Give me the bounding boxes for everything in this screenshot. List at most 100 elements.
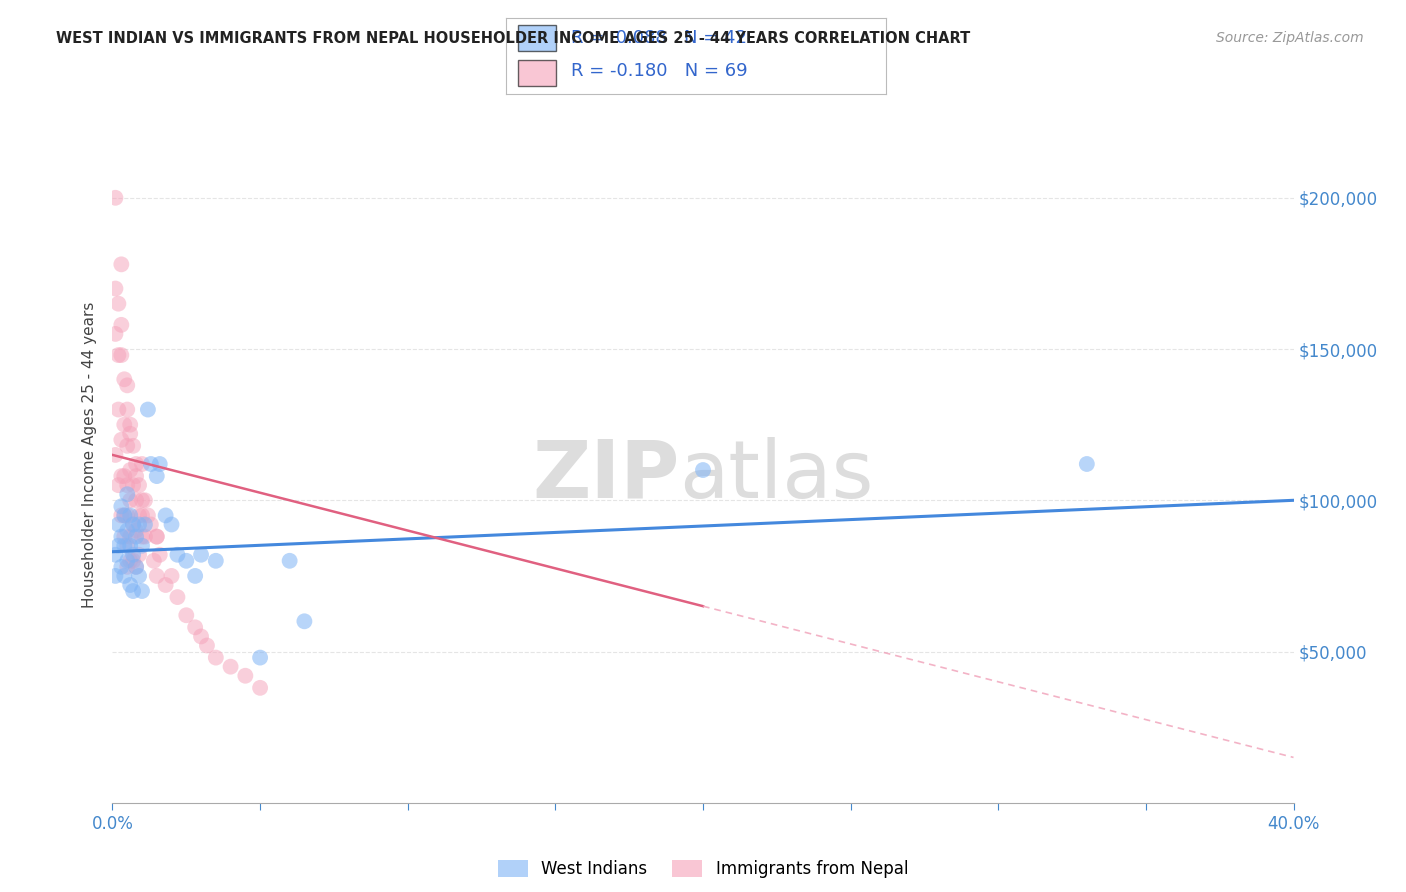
Point xyxy=(166,590,188,604)
Point xyxy=(146,469,169,483)
Point xyxy=(125,559,148,574)
Point xyxy=(117,554,138,568)
Point xyxy=(104,569,127,583)
Point xyxy=(125,524,148,538)
Point xyxy=(110,500,132,514)
Point xyxy=(107,296,129,310)
Point xyxy=(134,517,156,532)
Point xyxy=(117,508,138,523)
Point xyxy=(112,469,135,483)
Point xyxy=(136,402,159,417)
Point xyxy=(122,554,145,568)
Point xyxy=(110,469,132,483)
Point xyxy=(107,348,129,362)
Point xyxy=(120,578,142,592)
Text: R = -0.180   N = 69: R = -0.180 N = 69 xyxy=(571,62,748,80)
Point xyxy=(128,478,150,492)
FancyBboxPatch shape xyxy=(517,60,555,87)
Point xyxy=(122,584,145,599)
Text: WEST INDIAN VS IMMIGRANTS FROM NEPAL HOUSEHOLDER INCOME AGES 25 - 44 YEARS CORRE: WEST INDIAN VS IMMIGRANTS FROM NEPAL HOU… xyxy=(56,31,970,46)
Point xyxy=(128,548,150,562)
Point xyxy=(125,530,148,544)
Point xyxy=(112,530,135,544)
Point xyxy=(160,517,183,532)
Point xyxy=(120,463,142,477)
Point xyxy=(142,554,165,568)
Point xyxy=(128,569,150,583)
Point xyxy=(112,372,135,386)
Point xyxy=(146,530,169,544)
Point xyxy=(112,569,135,583)
Point xyxy=(134,530,156,544)
Text: atlas: atlas xyxy=(679,437,873,515)
Point xyxy=(117,539,138,553)
Point xyxy=(107,517,129,532)
Point xyxy=(139,457,162,471)
Point xyxy=(190,629,212,643)
Point xyxy=(120,493,142,508)
Point xyxy=(1076,457,1098,471)
Point xyxy=(112,508,135,523)
Point xyxy=(278,554,301,568)
Point xyxy=(110,257,132,271)
Point xyxy=(110,530,132,544)
Point xyxy=(125,469,148,483)
Point xyxy=(117,439,138,453)
Point xyxy=(104,326,127,341)
Point xyxy=(125,559,148,574)
Point xyxy=(128,508,150,523)
Point xyxy=(166,548,188,562)
Point xyxy=(160,569,183,583)
Point xyxy=(110,559,132,574)
Point xyxy=(120,426,142,441)
Point xyxy=(155,578,177,592)
Point xyxy=(134,493,156,508)
Point xyxy=(122,548,145,562)
Point xyxy=(249,650,271,665)
Point xyxy=(136,508,159,523)
Point xyxy=(149,548,172,562)
Point xyxy=(233,669,256,683)
Text: ZIP: ZIP xyxy=(531,437,679,515)
Point xyxy=(149,457,172,471)
Point xyxy=(146,530,169,544)
Point xyxy=(139,517,162,532)
Point xyxy=(174,608,197,623)
Point xyxy=(117,478,138,492)
Point xyxy=(107,539,129,553)
Point xyxy=(104,548,127,562)
Point xyxy=(112,539,135,553)
Point xyxy=(131,539,153,553)
Point xyxy=(128,517,150,532)
Point xyxy=(104,448,127,462)
Point xyxy=(112,508,135,523)
Point xyxy=(117,402,138,417)
Point xyxy=(120,417,142,432)
Point xyxy=(174,554,197,568)
Point xyxy=(131,584,153,599)
Point xyxy=(122,517,145,532)
Point xyxy=(125,493,148,508)
Point xyxy=(205,650,228,665)
Point xyxy=(117,487,138,501)
Point xyxy=(292,615,315,629)
Point xyxy=(131,457,153,471)
Point xyxy=(122,439,145,453)
Point xyxy=(110,348,132,362)
Point xyxy=(117,378,138,392)
Point xyxy=(104,191,127,205)
Point xyxy=(205,554,228,568)
Point xyxy=(131,530,153,544)
Point xyxy=(146,569,169,583)
Point xyxy=(131,493,153,508)
Point xyxy=(219,659,242,673)
Point xyxy=(184,569,207,583)
Point xyxy=(117,559,138,574)
Point xyxy=(125,457,148,471)
Point xyxy=(112,417,135,432)
Point xyxy=(110,508,132,523)
Point xyxy=(131,508,153,523)
Point xyxy=(692,463,714,477)
Point xyxy=(190,548,212,562)
Point xyxy=(120,508,142,523)
